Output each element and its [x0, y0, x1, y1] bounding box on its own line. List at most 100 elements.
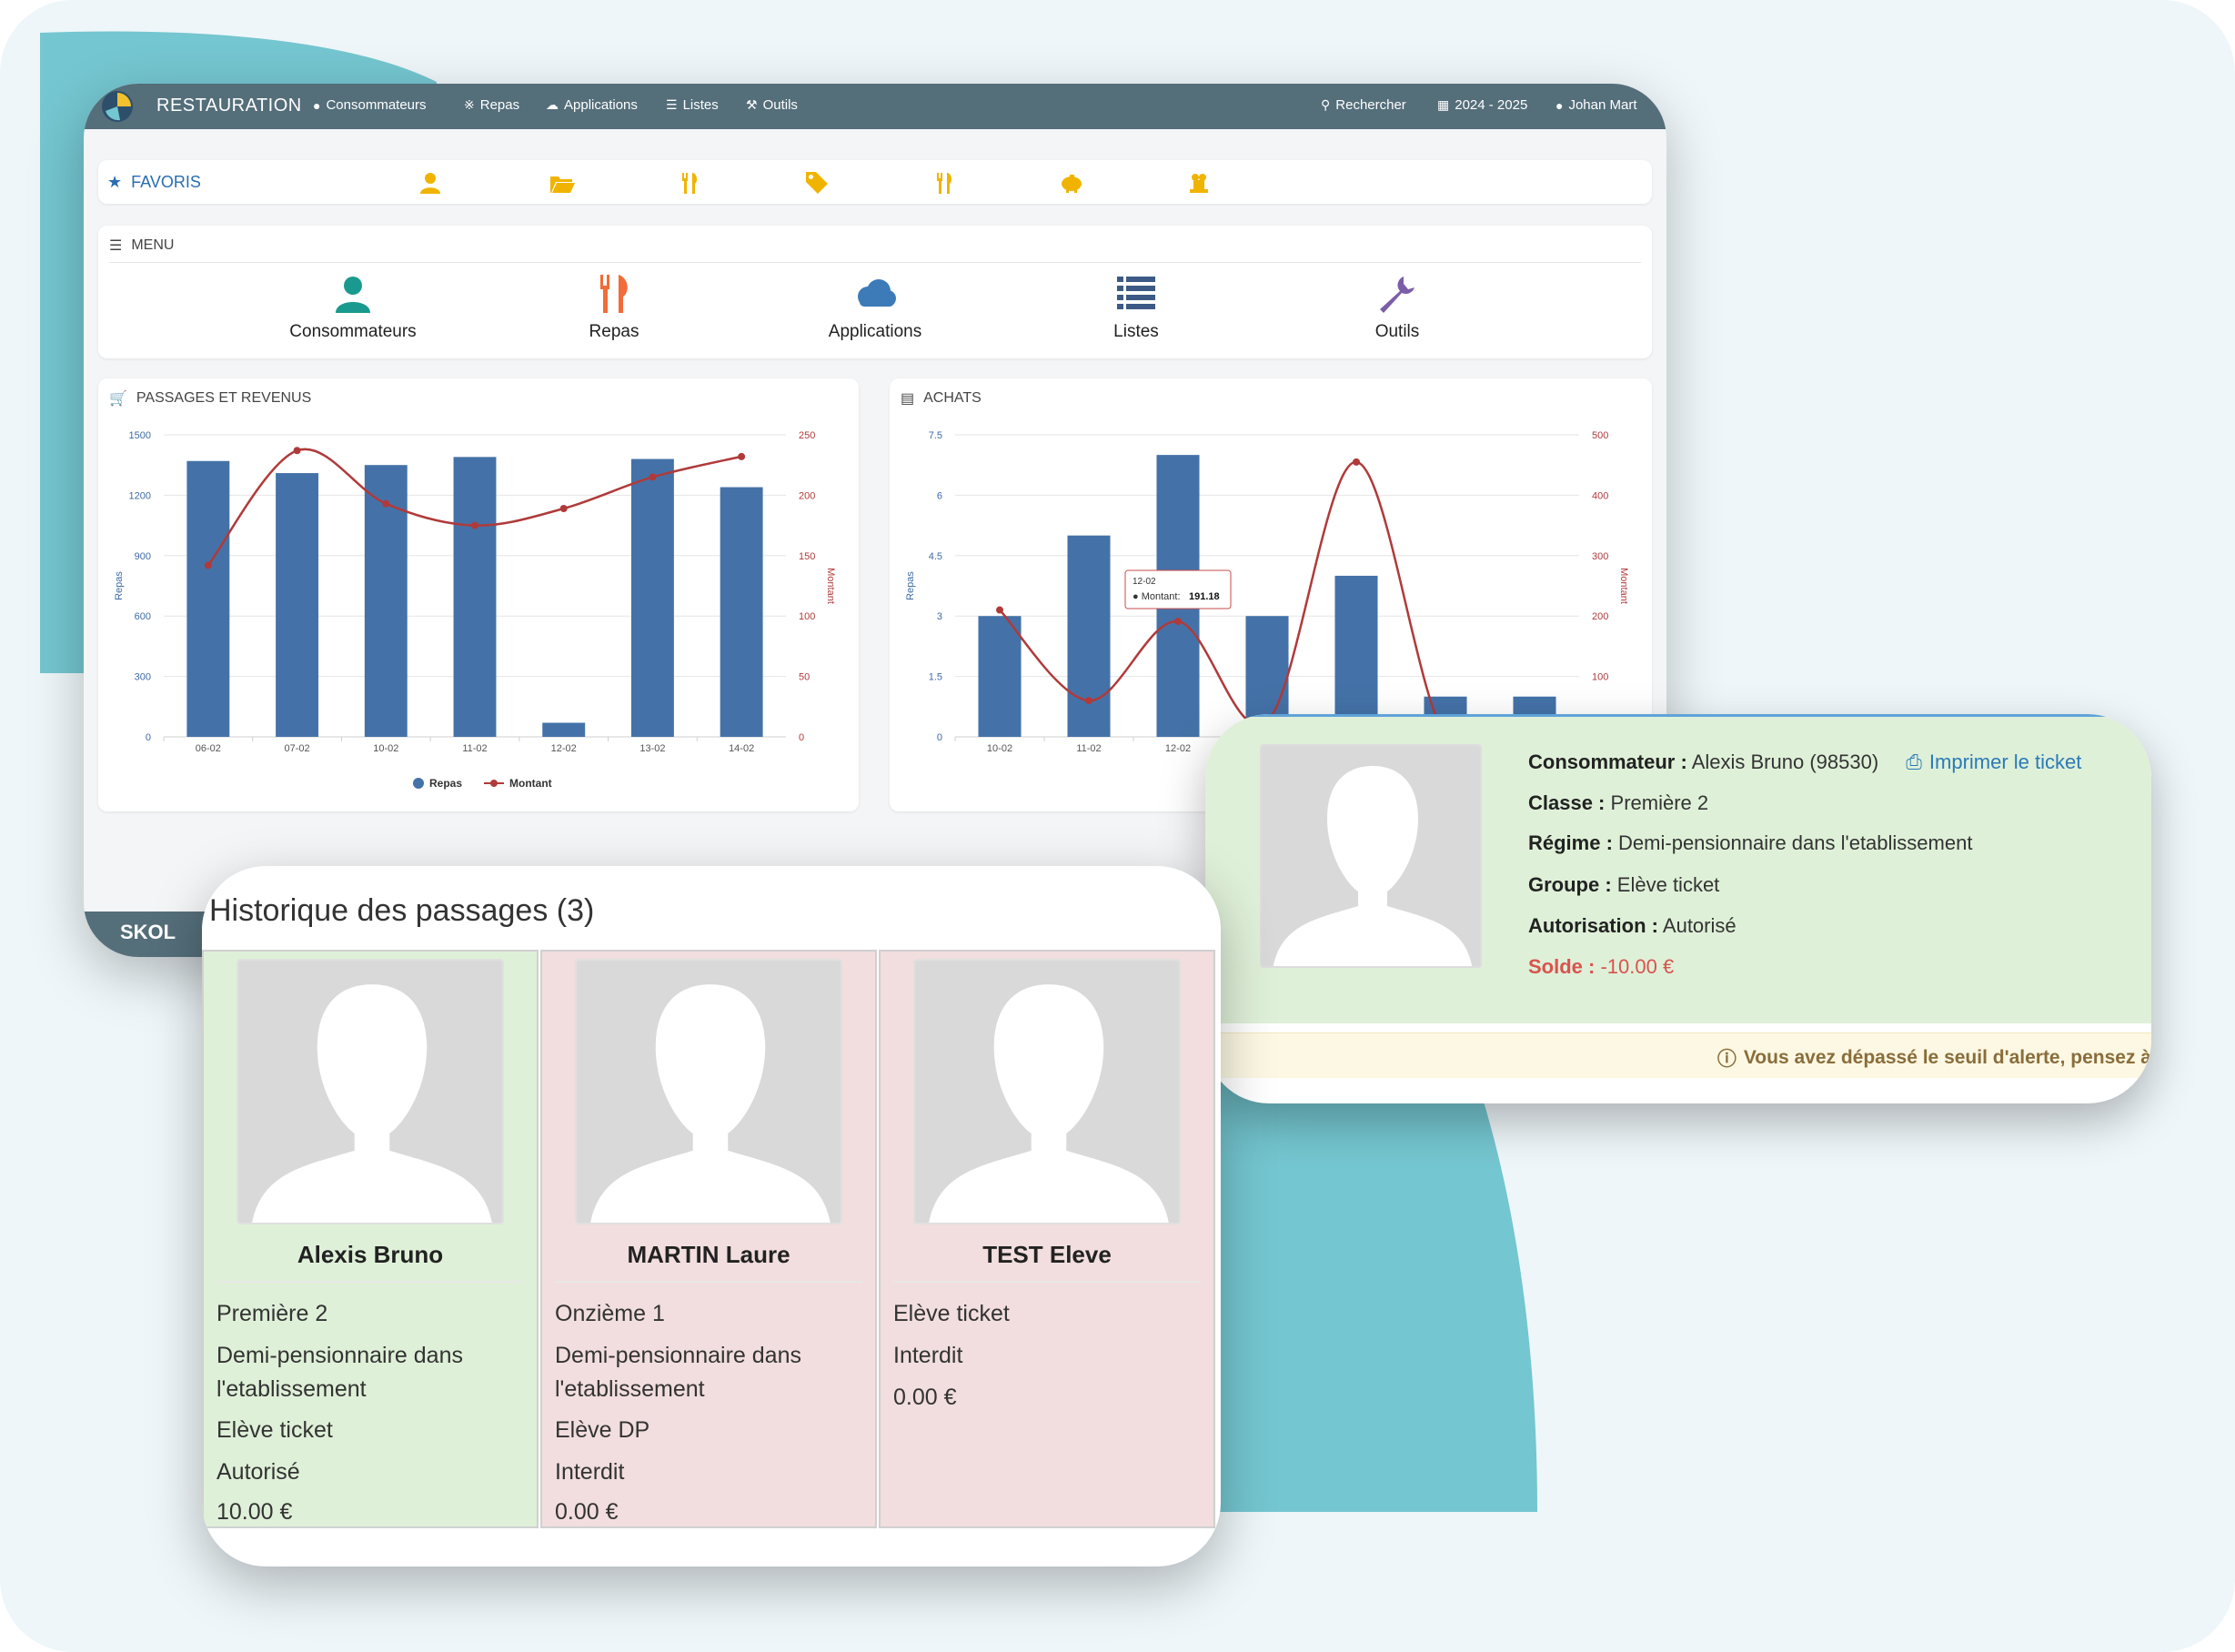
nav-outils[interactable]: ⚒ Outils — [746, 97, 798, 113]
alert-banner: ⓘ Vous avez dépassé le seuil d'alerte, p… — [1205, 1032, 2151, 1078]
legend-repas-label: Repas — [429, 777, 462, 790]
user-icon: ● — [313, 97, 321, 113]
tooltip-value: 191.18 — [1189, 591, 1220, 602]
list-icon — [1117, 277, 1155, 309]
user-icon[interactable] — [417, 169, 444, 196]
passage-groupe: Elève ticket — [893, 1301, 1010, 1326]
nav-applications[interactable]: ☁ Applications — [546, 97, 638, 113]
y-axis-label: Repas — [114, 571, 125, 600]
passage-name: MARTIN Laure — [627, 1241, 790, 1268]
piggy-bank-icon[interactable] — [1058, 169, 1085, 196]
groupe-line: Groupe : Elève ticket — [1528, 873, 1719, 897]
consumer-info-panel: Consommateur : Alexis Bruno (98530) ⎙ Im… — [1205, 714, 2151, 1023]
legend-montant-label: Montant — [509, 777, 552, 790]
search-icon: ⚲ — [1321, 97, 1331, 112]
passage-solde: 10.00 € — [216, 1499, 293, 1525]
menu-item-listes[interactable]: Listes — [1045, 273, 1227, 342]
menu-item-label: Repas — [589, 322, 639, 341]
main-window: RESTAURATION ● Consommateurs ※ Repas ☁ A… — [84, 84, 1666, 957]
nav-outils-label: Outils — [762, 97, 798, 113]
avatar-placeholder-icon — [577, 961, 841, 1223]
favoris-bar: ★ FAVORIS — [98, 160, 1652, 204]
passage-divider — [216, 1281, 524, 1283]
menu-item-repas[interactable]: Repas — [523, 273, 705, 342]
passage-name: Alexis Bruno — [297, 1241, 444, 1268]
nav-user[interactable]: ● Johan Mart — [1555, 97, 1637, 113]
passages-chart-panel: 0 300 600 900 1200 1500 0 50 100 150 200 250 Repas Mo… — [98, 378, 859, 811]
nav-listes[interactable]: ☰ Listes — [666, 97, 719, 113]
y-tick-label: 7.5 — [929, 430, 942, 441]
passage-entry[interactable]: Alexis Bruno Première 2 Demi-pensionnair… — [202, 950, 539, 1528]
bar-repas — [186, 460, 230, 737]
regime-label: Régime : — [1528, 831, 1613, 854]
print-ticket-link[interactable]: ⎙ Imprimer le ticket — [1906, 750, 2081, 774]
y-tick-label: 1500 — [129, 430, 151, 441]
menu-panel: ☰ MENU Consommateurs Repas Applications — [98, 226, 1652, 358]
nav-consommateurs-label: Consommateurs — [326, 97, 427, 113]
tooltip-label: ● Montant: — [1133, 591, 1181, 602]
nav-consommateurs[interactable]: ● Consommateurs — [313, 97, 427, 113]
menu-item-consommateurs[interactable]: Consommateurs — [262, 273, 444, 342]
list-icon: ☰ — [666, 97, 678, 112]
y2-tick-label: 150 — [799, 551, 815, 562]
y2-tick-label: 100 — [1592, 672, 1608, 683]
menu-item-label: Outils — [1374, 322, 1420, 341]
consommateur-line: Consommateur : Alexis Bruno (98530) ⎙ Im… — [1528, 750, 2081, 774]
consumer-photo — [1260, 744, 1482, 968]
nav-user-label: Johan Mart — [1568, 97, 1637, 113]
y-tick-label: 0 — [146, 732, 151, 743]
bar-repas — [1067, 535, 1111, 737]
y-tick-label: 1.5 — [929, 672, 942, 683]
autorisation-line: Autorisation : Autorisé — [1528, 914, 1737, 938]
favoris-label: FAVORIS — [131, 173, 201, 191]
cutlery-icon[interactable] — [931, 169, 958, 196]
y-tick-label: 1200 — [129, 490, 151, 501]
passages-chart-title: 🛒 PASSAGES ET REVENUS — [109, 389, 311, 408]
app-logo[interactable] — [100, 89, 135, 124]
bar-repas — [542, 722, 586, 737]
passage-entry[interactable]: MARTIN Laure Onzième 1 Demi-pensionnaire… — [540, 950, 877, 1528]
passage-groupe: Elève ticket — [216, 1417, 333, 1443]
avatar-placeholder-icon — [238, 961, 502, 1223]
cutlery-icon — [600, 275, 628, 313]
bar-repas — [630, 458, 674, 737]
passage-autorisation: Interdit — [555, 1459, 625, 1485]
nav-search[interactable]: ⚲ Rechercher — [1321, 97, 1406, 113]
solde-label: Solde : — [1528, 955, 1596, 978]
classe-label: Classe : — [1528, 791, 1606, 814]
x-tick-label: 07-02 — [285, 743, 310, 754]
passage-photo — [913, 959, 1181, 1224]
cart-icon: 🛒 — [109, 391, 127, 407]
cutlery-icon[interactable] — [676, 169, 703, 196]
bar-repas — [453, 457, 497, 737]
passages-title-label: PASSAGES ET REVENUS — [136, 390, 312, 406]
nav-search-label: Rechercher — [1335, 97, 1406, 113]
folder-open-icon[interactable] — [549, 169, 576, 196]
menu-title: ☰ MENU — [109, 237, 174, 255]
x-tick-label: 06-02 — [196, 743, 221, 754]
passage-autorisation: Interdit — [893, 1343, 963, 1368]
wrench-icon: ⚒ — [746, 97, 758, 112]
alert-message: ⓘ Vous avez dépassé le seuil d'alerte, p… — [1717, 1044, 2151, 1072]
avatar-placeholder-icon — [1262, 746, 1480, 966]
consommateur-value: Alexis Bruno (98530) — [1691, 750, 1879, 773]
x-tick-label: 10-02 — [987, 743, 1012, 754]
tooltip-box — [1124, 569, 1232, 609]
nav-year[interactable]: ▦ 2024 - 2025 — [1437, 97, 1527, 113]
nav-repas[interactable]: ※ Repas — [464, 97, 519, 113]
menu-item-applications[interactable]: Applications — [784, 273, 966, 342]
y-tick-label: 300 — [135, 672, 151, 683]
passage-entry[interactable]: TEST Eleve Elève ticket Interdit 0.00 € — [879, 950, 1215, 1528]
passage-photo — [575, 959, 842, 1224]
chef-icon[interactable] — [1185, 169, 1213, 196]
nav-applications-label: Applications — [564, 97, 638, 113]
credit-card-icon: ▤ — [901, 391, 915, 407]
app-brand[interactable]: RESTAURATION — [156, 96, 302, 116]
legend-montant-point — [490, 780, 498, 787]
hamburger-icon: ☰ — [109, 238, 123, 254]
tag-icon[interactable] — [803, 169, 831, 196]
y-tick-label: 6 — [937, 490, 942, 501]
nav-year-label: 2024 - 2025 — [1455, 97, 1528, 113]
passage-classe: Onzième 1 — [555, 1301, 665, 1326]
menu-item-outils[interactable]: Outils — [1306, 273, 1488, 342]
